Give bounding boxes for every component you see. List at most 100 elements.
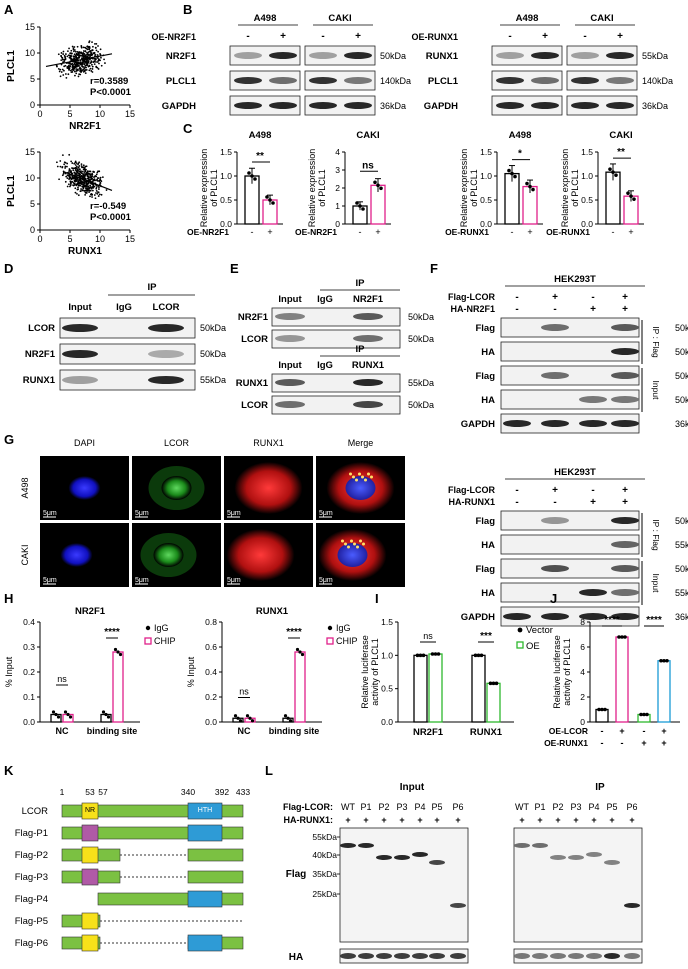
replicate-dot	[286, 716, 290, 720]
legend-marker-chip	[144, 637, 152, 645]
scatter-point	[80, 70, 82, 73]
blot-band	[340, 953, 356, 959]
scatter-point	[87, 59, 89, 61]
scatter-point	[73, 70, 76, 73]
scatter-point	[86, 170, 89, 173]
scatter-point	[64, 58, 67, 61]
blot-row-label: LCOR	[241, 334, 268, 345]
lane-label: Input	[278, 360, 302, 371]
y-tick-label: 0.5	[581, 195, 593, 205]
lane-sign: +	[345, 815, 350, 825]
plot-title: A498	[509, 130, 532, 141]
scatter-point	[73, 53, 76, 56]
molecular-weight: 50kDa	[380, 51, 406, 61]
nr-domain	[81, 912, 99, 930]
scatter-point	[59, 75, 62, 78]
blot-band	[611, 348, 639, 355]
construct-label: Flag-P1	[15, 828, 48, 839]
scatter-point	[93, 185, 96, 188]
blot-band	[568, 953, 584, 959]
lane-sign: -	[621, 738, 624, 748]
blot-band	[550, 855, 566, 860]
scatter-point	[57, 53, 60, 56]
replicate-dot	[116, 650, 120, 654]
blot-row-label: Flag	[475, 564, 495, 575]
blot-band	[611, 613, 639, 620]
flag-label: Flag	[286, 869, 307, 880]
scatter-point	[76, 45, 79, 48]
significance-mark: ns	[362, 160, 374, 171]
scatter-point	[74, 74, 76, 77]
lane-sign: -	[515, 485, 518, 496]
scatter-point	[73, 46, 76, 48]
y-tick-label: 15	[25, 22, 35, 32]
replicate-dot	[358, 204, 362, 208]
legend-label: OE	[526, 641, 540, 652]
replicate-dot	[600, 707, 604, 712]
scatter-point	[79, 66, 81, 69]
y-tick-label: 0	[30, 225, 35, 235]
condition-label: HA-RUNX1	[448, 497, 495, 507]
lane-sign: +	[622, 497, 628, 508]
replicate-dot	[245, 714, 250, 718]
scale-bar-label: 5μm	[135, 510, 149, 517]
y-label-line2: of PLCL1	[317, 169, 327, 207]
scatter-point	[73, 179, 76, 182]
significance-mark: **	[256, 151, 264, 162]
scatter-point	[89, 184, 92, 187]
correlation-r: r=0.3589	[90, 76, 128, 87]
scatter-point	[60, 52, 63, 54]
lane-sign: -	[515, 497, 518, 508]
lane-label: IgG	[317, 294, 333, 305]
nucleus	[68, 476, 101, 500]
scatter-point	[78, 56, 80, 59]
blot-band	[309, 77, 337, 84]
lane-sign: +	[617, 31, 623, 42]
blot-band	[234, 102, 262, 109]
scatter-point	[91, 177, 94, 180]
scatter-point	[72, 184, 74, 187]
y-tick-label: 5	[30, 199, 35, 209]
scatter-point	[88, 191, 90, 194]
scatter-point	[80, 170, 82, 173]
blot-row-label: HA	[481, 395, 495, 406]
cell-stain	[226, 529, 295, 581]
scatter-point	[88, 41, 90, 44]
scatter-point	[80, 45, 83, 47]
scatter-point	[71, 45, 74, 48]
scatter-point	[93, 63, 96, 66]
scatter-point	[91, 196, 93, 198]
lane-label: P2	[378, 802, 389, 812]
nr-domain	[81, 846, 99, 864]
scatter-point	[86, 61, 89, 63]
scatter-point	[83, 167, 86, 170]
scatter-point	[85, 187, 87, 190]
blot-band	[376, 855, 392, 860]
scatter-point	[94, 197, 97, 200]
significance-mark: ns	[239, 687, 249, 697]
scatter-point	[59, 68, 62, 71]
scatter-point	[66, 185, 69, 188]
blot-strip	[271, 307, 401, 327]
lane-sign: -	[601, 738, 604, 748]
y-tick-label: 0	[580, 717, 585, 727]
blot-band	[450, 953, 466, 959]
molecular-weight: 50kDa	[408, 312, 434, 322]
scatter-point	[64, 167, 67, 169]
replicate-dot	[488, 681, 493, 686]
legend-label: IgG	[154, 623, 169, 633]
blot-strip	[566, 70, 638, 91]
scatter-point	[78, 172, 81, 175]
scatter-y-label: PLCL1	[6, 50, 17, 82]
scale-bar-label: 5μm	[319, 510, 333, 517]
colocalization-spot	[353, 542, 356, 546]
scatter-point	[63, 60, 66, 63]
blot-band	[394, 953, 410, 959]
blot-band	[532, 843, 548, 848]
scatter-point	[75, 72, 78, 75]
legend-marker-vector	[517, 627, 523, 633]
y-tick-label: 0.3	[23, 642, 35, 652]
scatter-point	[88, 69, 91, 72]
y-tick-label: 0.2	[205, 692, 217, 702]
blot-band	[571, 102, 599, 109]
